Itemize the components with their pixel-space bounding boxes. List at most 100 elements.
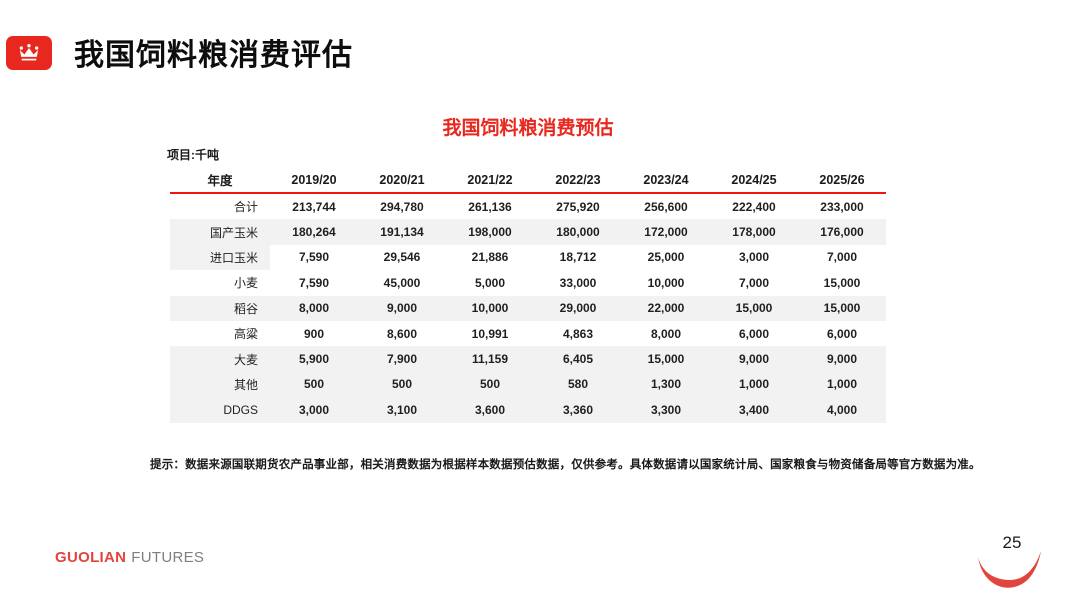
table-row: 进口玉米 7,590 29,546 21,886 18,712 25,000 3,000 7,… — [170, 244, 886, 271]
cell-value: 900 — [303, 326, 325, 341]
cell-value: 261,136 — [468, 199, 512, 214]
row-label: 大麦 — [170, 346, 270, 372]
cell-value: 3,000 — [738, 250, 770, 265]
table-row: 合计 213,744 294,780 261,136 275,920 256,600 222… — [170, 194, 886, 219]
cell-value: 198,000 — [446, 219, 534, 245]
cell-value: 8,600 — [386, 326, 418, 341]
header-year: 2023/24 — [643, 172, 689, 187]
row-label: 小麦 — [233, 276, 258, 291]
cell-value: 15,000 — [798, 295, 886, 321]
cell-value: 18,712 — [559, 250, 597, 265]
header-year: 2021/22 — [467, 172, 513, 187]
cell-value: 180,264 — [270, 219, 358, 245]
page-title: 我国饲料粮消费评估 — [74, 39, 353, 72]
cell-value: 8,000 — [270, 295, 358, 321]
cell-value: 6,000 — [826, 326, 858, 341]
row-label: 国产玉米 — [170, 219, 270, 245]
brand-guolian: GUOLIAN — [55, 549, 127, 566]
cell-value: 5,900 — [270, 346, 358, 372]
cell-value: 22,000 — [622, 295, 710, 321]
cell-value: 6,000 — [738, 326, 770, 341]
cell-value: 500 — [270, 371, 358, 398]
cell-value: 9,000 — [358, 295, 446, 321]
cell-value: 500 — [358, 371, 446, 398]
cell-value: 7,590 — [298, 275, 330, 290]
row-label: 稻谷 — [170, 295, 270, 321]
crown-icon — [19, 44, 39, 61]
company-logo — [6, 36, 52, 70]
cell-value: 222,400 — [732, 199, 776, 214]
cell-value: 4,000 — [798, 397, 886, 423]
cell-value: 294,780 — [380, 199, 424, 214]
cell-value: 6,405 — [534, 346, 622, 372]
cell-value: 8,000 — [650, 326, 682, 341]
swoosh-icon — [978, 551, 1041, 588]
cell-value: 256,600 — [644, 199, 688, 214]
cell-value: 10,991 — [471, 326, 509, 341]
brand-footer: GUOLIAN FUTURES — [55, 549, 204, 566]
cell-value: 178,000 — [710, 219, 798, 245]
cell-value: 29,000 — [534, 295, 622, 321]
table-row: 其他 500 500 500 580 1,300 1,000 1,000 — [170, 371, 886, 398]
row-label: 高粱 — [233, 327, 258, 342]
cell-value: 275,920 — [556, 199, 600, 214]
cell-value: 580 — [534, 371, 622, 398]
cell-value: 11,159 — [446, 346, 534, 372]
cell-value: 45,000 — [383, 275, 421, 290]
cell-value: 29,546 — [383, 250, 421, 265]
cell-value: 15,000 — [823, 275, 861, 290]
cell-value: 9,000 — [798, 346, 886, 372]
cell-value: 5,000 — [474, 275, 506, 290]
page-number-badge: 25 — [974, 531, 1044, 591]
cell-value: 191,134 — [358, 219, 446, 245]
cell-value: 1,300 — [622, 371, 710, 398]
table-row: DDGS 3,000 3,100 3,600 3,360 3,300 3,400 4,000 — [170, 397, 886, 423]
cell-value: 3,600 — [446, 397, 534, 423]
table-row: 大麦 5,900 7,900 11,159 6,405 15,000 9,000 9,000 — [170, 346, 886, 372]
cell-value: 7,000 — [826, 250, 858, 265]
row-label: DDGS — [170, 397, 270, 423]
header-year-label: 年度 — [207, 174, 233, 188]
brand-futures: FUTURES — [131, 549, 205, 566]
cell-value: 15,000 — [710, 295, 798, 321]
cell-value: 3,100 — [358, 397, 446, 423]
cell-value: 33,000 — [559, 275, 597, 290]
cell-value: 10,000 — [647, 275, 685, 290]
cell-value: 7,000 — [738, 275, 770, 290]
cell-value: 180,000 — [534, 219, 622, 245]
cell-value: 3,360 — [534, 397, 622, 423]
cell-value: 3,300 — [622, 397, 710, 423]
header-year: 2024/25 — [731, 172, 777, 187]
cell-value: 10,000 — [446, 295, 534, 321]
row-label: 其他 — [170, 371, 270, 398]
table-header-row: 年度 2019/20 2020/21 2021/22 2022/23 2023/24 202… — [170, 167, 886, 194]
source-note: 提示：数据来源国联期货农产品事业部，相关消费数据为根据样本数据预估数据，仅供参考… — [150, 459, 981, 471]
table-row: 小麦 7,590 45,000 5,000 33,000 10,000 7,000 15,00… — [170, 270, 886, 295]
cell-value: 15,000 — [622, 346, 710, 372]
table-row: 国产玉米 180,264 191,134 198,000 180,000 172,000 1… — [170, 219, 886, 245]
cell-value: 7,900 — [358, 346, 446, 372]
cell-value: 9,000 — [710, 346, 798, 372]
row-label: 合计 — [233, 200, 258, 215]
table-row: 稻谷 8,000 9,000 10,000 29,000 22,000 15,000 15,0… — [170, 295, 886, 321]
cell-value: 176,000 — [798, 219, 886, 245]
table-row: 高粱 900 8,600 10,991 4,863 8,000 6,000 6,000 — [170, 321, 886, 346]
page-number: 25 — [1002, 533, 1022, 552]
consumption-table: 年度 2019/20 2020/21 2021/22 2022/23 2023/24 202… — [170, 167, 886, 423]
cell-value: 7,590 — [298, 250, 330, 265]
cell-value: 233,000 — [820, 199, 864, 214]
row-label: 进口玉米 — [170, 244, 270, 271]
cell-value: 1,000 — [798, 371, 886, 398]
table-body: 合计 213,744 294,780 261,136 275,920 256,600 222… — [170, 194, 886, 423]
unit-label: 项目:千吨 — [167, 148, 219, 162]
header-year: 2022/23 — [555, 172, 601, 187]
cell-value: 3,400 — [710, 397, 798, 423]
cell-value: 172,000 — [622, 219, 710, 245]
cell-value: 213,744 — [292, 199, 336, 214]
table-title: 我国饲料粮消费预估 — [442, 118, 614, 139]
header-year: 2020/21 — [379, 172, 425, 187]
cell-value: 21,886 — [471, 250, 509, 265]
cell-value: 3,000 — [270, 397, 358, 423]
header-year: 2025/26 — [819, 172, 865, 187]
